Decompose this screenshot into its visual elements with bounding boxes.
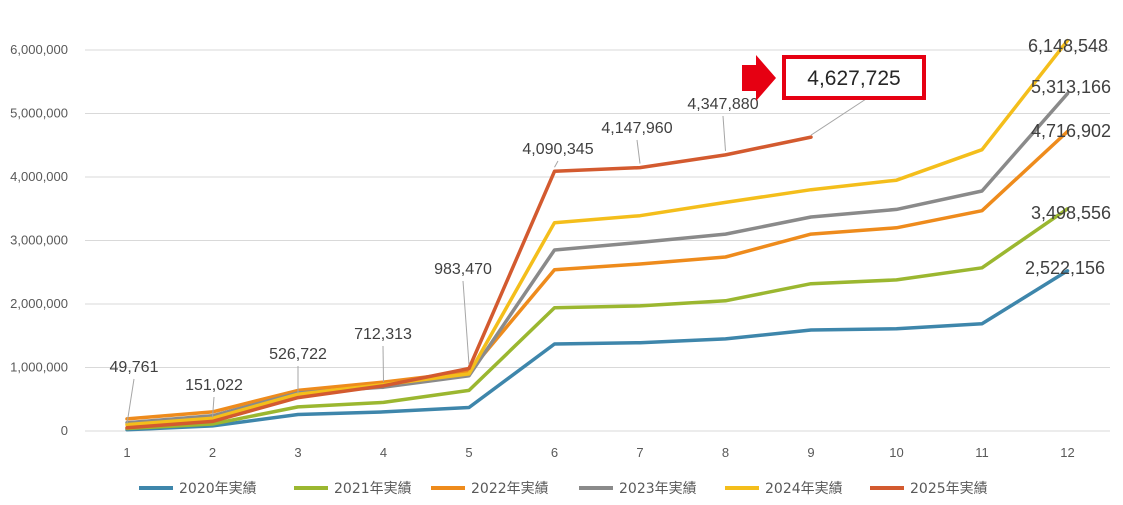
highlight-box	[782, 55, 926, 100]
data-labels: 49,761 151,022 526,722 712,313 983,470 4,090,…	[110, 36, 1112, 394]
end-label: 2,522,156	[1025, 258, 1105, 278]
end-label: 4,716,902	[1031, 121, 1111, 141]
x-tick-label: 8	[722, 445, 729, 460]
leader-line	[722, 115, 726, 151]
grid-lines	[85, 49, 1110, 432]
x-tick-label: 12	[1060, 445, 1074, 460]
x-tick-label: 6	[551, 445, 558, 460]
y-tick-label: 6,000,000	[10, 42, 68, 57]
data-label: 983,470	[434, 261, 492, 278]
series-lines	[125, 38, 1070, 432]
data-label: 4,347,880	[687, 96, 758, 113]
leader-line	[382, 345, 384, 382]
x-tick-label: 10	[889, 445, 903, 460]
legend-label: 2021年実績	[334, 481, 412, 497]
series-line	[125, 91, 1070, 425]
end-label: 6,148,548	[1028, 36, 1108, 56]
highlight-label: 4,627,725	[807, 67, 900, 90]
x-tick-label: 2	[209, 445, 216, 460]
y-tick-label: 1,000,000	[10, 360, 68, 375]
legend-label: 2020年実績	[179, 481, 257, 497]
x-tick-label: 3	[294, 445, 301, 460]
series-line	[125, 269, 1070, 432]
y-tick-label: 3,000,000	[10, 233, 68, 248]
legend-label: 2024年実績	[765, 481, 843, 497]
leader-lines	[126, 98, 867, 424]
data-label: 526,722	[269, 346, 327, 363]
end-label: 3,498,556	[1031, 203, 1111, 223]
series-line	[125, 207, 1070, 431]
x-axis: 1 2 3 4 5 6 7 8 9 10 11 12	[123, 445, 1074, 460]
legend-label: 2025年実績	[910, 481, 988, 497]
legend-label: 2022年実績	[471, 481, 549, 497]
y-tick-label: 5,000,000	[10, 106, 68, 121]
legend: 2020年実績 2021年実績 2022年実績 2023年実績 2024年実績 2025年…	[139, 481, 988, 497]
highlight-callout: 4,627,725	[742, 55, 926, 101]
leader-line	[126, 378, 135, 424]
end-label: 5,313,166	[1031, 77, 1111, 97]
data-label: 4,090,345	[522, 141, 593, 158]
data-label: 4,147,960	[601, 120, 672, 137]
leader-line	[212, 396, 215, 418]
leader-line	[554, 160, 559, 168]
x-tick-label: 11	[975, 445, 989, 460]
series-line	[125, 38, 1070, 427]
data-label: 49,761	[110, 359, 159, 376]
x-tick-label: 4	[380, 445, 387, 460]
y-tick-label: 0	[61, 423, 68, 438]
x-tick-label: 5	[465, 445, 472, 460]
x-tick-label: 1	[123, 445, 130, 460]
y-tick-label: 2,000,000	[10, 296, 68, 311]
arrow-icon	[742, 55, 776, 101]
data-label: 151,022	[185, 377, 243, 394]
leader-line	[810, 98, 867, 136]
series-line	[125, 135, 813, 430]
legend-label: 2023年実績	[619, 481, 697, 497]
y-axis: 0 1,000,000 2,000,000 3,000,000 4,000,000 5,0…	[10, 42, 68, 438]
leader-line	[636, 139, 641, 164]
y-tick-label: 4,000,000	[10, 169, 68, 184]
data-label: 712,313	[354, 326, 412, 343]
x-tick-label: 7	[636, 445, 643, 460]
x-tick-label: 9	[807, 445, 814, 460]
series-line	[125, 129, 1070, 421]
leader-line	[462, 280, 470, 365]
